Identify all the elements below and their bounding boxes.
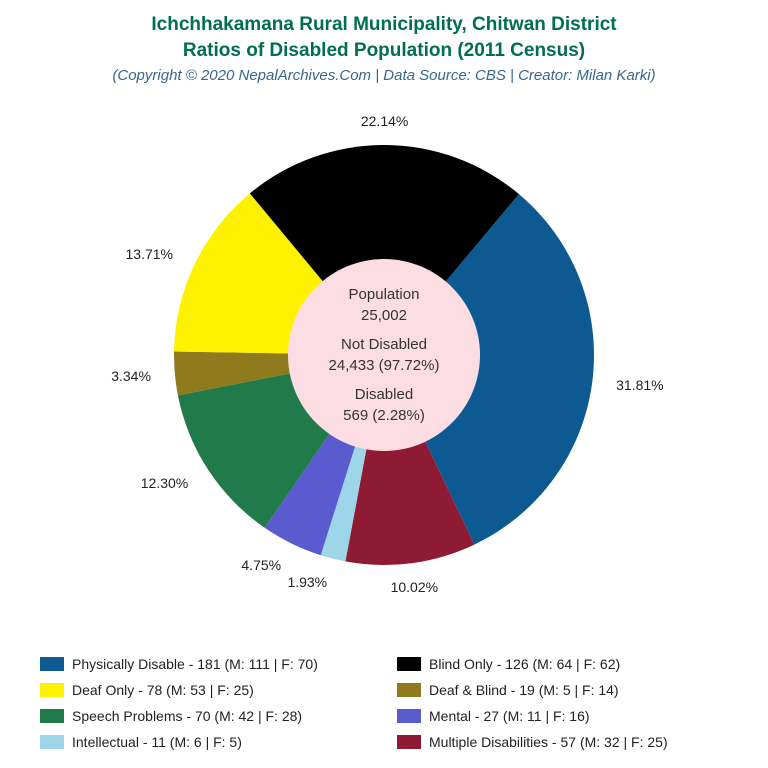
- subtitle: (Copyright © 2020 NepalArchives.Com | Da…: [0, 67, 768, 84]
- center-dis-value: 569 (2.28%): [329, 405, 440, 426]
- center-notdis-label: Not Disabled: [329, 334, 440, 355]
- slice-label-blind: 22.14%: [361, 113, 408, 129]
- legend-item-intellectual: Intellectual - 11 (M: 6 | F: 5): [40, 734, 371, 750]
- title-block: Ichchhakamana Rural Municipality, Chitwa…: [0, 0, 768, 84]
- legend: Physically Disable - 181 (M: 111 | F: 70…: [40, 656, 728, 750]
- legend-swatch: [40, 657, 64, 671]
- slice-label-deafblind: 3.34%: [111, 368, 151, 384]
- legend-item-deaf: Deaf Only - 78 (M: 53 | F: 25): [40, 682, 371, 698]
- legend-swatch: [40, 735, 64, 749]
- center-text: Population 25,002 Not Disabled 24,433 (9…: [329, 276, 440, 434]
- slice-label-intellectual: 1.93%: [287, 574, 327, 590]
- center-dis-label: Disabled: [329, 384, 440, 405]
- slice-label-deaf: 13.71%: [126, 246, 173, 262]
- legend-label: Speech Problems - 70 (M: 42 | F: 28): [72, 708, 302, 724]
- slice-label-multiple: 10.02%: [391, 579, 438, 595]
- center-pop-value: 25,002: [329, 305, 440, 326]
- legend-label: Mental - 27 (M: 11 | F: 16): [429, 708, 590, 724]
- legend-swatch: [40, 709, 64, 723]
- legend-swatch: [397, 709, 421, 723]
- legend-item-speech: Speech Problems - 70 (M: 42 | F: 28): [40, 708, 371, 724]
- slice-label-speech: 12.30%: [141, 475, 188, 491]
- legend-item-blind: Blind Only - 126 (M: 64 | F: 62): [397, 656, 728, 672]
- legend-swatch: [397, 683, 421, 697]
- legend-label: Physically Disable - 181 (M: 111 | F: 70…: [72, 656, 318, 672]
- legend-label: Deaf Only - 78 (M: 53 | F: 25): [72, 682, 254, 698]
- legend-swatch: [397, 657, 421, 671]
- legend-item-physically: Physically Disable - 181 (M: 111 | F: 70…: [40, 656, 371, 672]
- center-pop-label: Population: [329, 284, 440, 305]
- legend-label: Intellectual - 11 (M: 6 | F: 5): [72, 734, 242, 750]
- legend-swatch: [40, 683, 64, 697]
- legend-item-multiple: Multiple Disabilities - 57 (M: 32 | F: 2…: [397, 734, 728, 750]
- legend-label: Multiple Disabilities - 57 (M: 32 | F: 2…: [429, 734, 668, 750]
- legend-label: Deaf & Blind - 19 (M: 5 | F: 14): [429, 682, 619, 698]
- slice-label-mental: 4.75%: [241, 557, 281, 573]
- legend-label: Blind Only - 126 (M: 64 | F: 62): [429, 656, 620, 672]
- center-notdis-value: 24,433 (97.72%): [329, 355, 440, 376]
- title-line-2: Ratios of Disabled Population (2011 Cens…: [0, 38, 768, 64]
- donut-chart: Population 25,002 Not Disabled 24,433 (9…: [134, 105, 634, 605]
- slice-label-physically: 31.81%: [616, 377, 663, 393]
- title-line-1: Ichchhakamana Rural Municipality, Chitwa…: [0, 12, 768, 38]
- legend-item-mental: Mental - 27 (M: 11 | F: 16): [397, 708, 728, 724]
- legend-item-deafblind: Deaf & Blind - 19 (M: 5 | F: 14): [397, 682, 728, 698]
- legend-swatch: [397, 735, 421, 749]
